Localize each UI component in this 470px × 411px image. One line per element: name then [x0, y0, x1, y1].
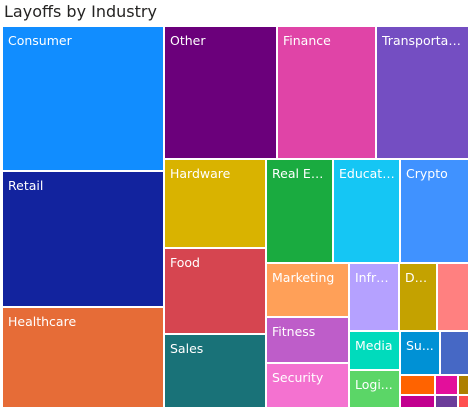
treemap-tile-label: Food — [170, 255, 262, 270]
treemap-tile[interactable]: Hardware — [164, 159, 266, 248]
treemap-tile-label: Marketing — [272, 270, 345, 285]
treemap: Consumer Retail Healthcare Other Finance Tran… — [2, 26, 469, 408]
treemap-tile[interactable] — [435, 375, 458, 395]
treemap-tile[interactable]: Consumer — [2, 26, 164, 171]
treemap-tile[interactable]: Logi... — [349, 370, 400, 408]
treemap-tile[interactable]: Other — [164, 26, 277, 159]
treemap-tile[interactable]: Media — [349, 331, 400, 370]
treemap-tile[interactable]: Real Est... — [266, 159, 333, 263]
treemap-tile[interactable]: Su... — [400, 331, 440, 375]
treemap-tile-label: Hardware — [170, 166, 262, 181]
treemap-tile-label: Real Est... — [272, 166, 329, 181]
treemap-tile[interactable] — [435, 395, 458, 408]
treemap-tile[interactable]: Educati... — [333, 159, 400, 263]
treemap-tile-label: Infra... — [355, 270, 395, 285]
treemap-tile[interactable]: Healthcare — [2, 307, 164, 408]
treemap-tile-label: Sales — [170, 341, 262, 356]
chart-title: Layoffs by Industry — [4, 2, 157, 21]
treemap-tile[interactable]: Security — [266, 363, 349, 408]
treemap-tile[interactable]: Transportat... — [376, 26, 469, 159]
treemap-tile[interactable]: Marketing — [266, 263, 349, 317]
treemap-tile[interactable]: Food — [164, 248, 266, 334]
treemap-tile-label: Da... — [405, 270, 433, 285]
treemap-tile[interactable] — [458, 375, 469, 395]
treemap-tile-label: Crypto — [406, 166, 465, 181]
treemap-tile[interactable] — [440, 331, 469, 375]
treemap-tile-label: Fitness — [272, 324, 345, 339]
treemap-tile[interactable]: Retail — [2, 171, 164, 307]
treemap-tile-label: Educati... — [339, 166, 396, 181]
treemap-tile-label: Healthcare — [8, 314, 160, 329]
treemap-tile-label: Logi... — [355, 377, 396, 392]
treemap-tile[interactable]: Sales — [164, 334, 266, 408]
treemap-tile-label: Consumer — [8, 33, 160, 48]
treemap-tile-label: Other — [170, 33, 273, 48]
treemap-tile-label: Security — [272, 370, 345, 385]
treemap-tile-label: Transportat... — [382, 33, 465, 48]
treemap-tile[interactable] — [400, 375, 435, 395]
treemap-tile-label: Su... — [406, 338, 436, 353]
treemap-tile-label: Retail — [8, 178, 160, 193]
treemap-tile-label: Finance — [283, 33, 372, 48]
treemap-tile[interactable]: Fitness — [266, 317, 349, 363]
treemap-tile[interactable]: Finance — [277, 26, 376, 159]
treemap-tile[interactable]: Da... — [399, 263, 437, 331]
treemap-tile[interactable]: Crypto — [400, 159, 469, 263]
treemap-tile[interactable]: Infra... — [349, 263, 399, 331]
treemap-tile[interactable] — [437, 263, 469, 331]
treemap-tile[interactable] — [458, 395, 469, 408]
treemap-tile-label: Media — [355, 338, 396, 353]
treemap-tile[interactable] — [400, 395, 435, 408]
